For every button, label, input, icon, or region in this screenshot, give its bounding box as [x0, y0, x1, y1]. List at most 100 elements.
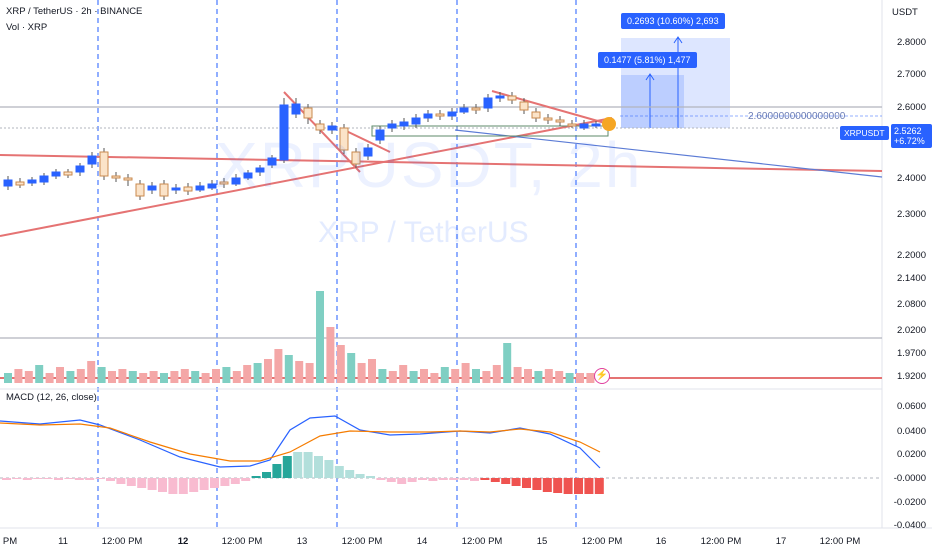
candle-body: [183, 186, 193, 192]
candle-body: [339, 127, 349, 151]
price-tick: 1.9700: [896, 348, 926, 359]
volume-bar: [326, 327, 335, 383]
candle-body: [159, 183, 169, 197]
macd-histogram: [2, 452, 604, 494]
price-tick: 2.8000: [896, 37, 926, 48]
volume-bar: [420, 369, 428, 383]
candle-body: [471, 107, 481, 111]
candle-body: [447, 111, 457, 117]
volume-bar: [544, 369, 553, 383]
volume-bar: [316, 291, 324, 383]
macd-tick: -0.0200: [893, 497, 926, 508]
macd-histogram-bar: [199, 478, 209, 490]
candle-body: [387, 123, 397, 129]
candle-body: [195, 185, 205, 191]
macd-tick: 0.0600: [896, 401, 926, 412]
macd-histogram-bar: [428, 478, 438, 481]
lightning-bolt-icon[interactable]: ⚡: [594, 368, 610, 384]
volume-bar: [586, 373, 595, 383]
macd-histogram-bar: [272, 464, 282, 478]
macd-histogram-bar: [345, 470, 355, 478]
macd-histogram-bar: [64, 478, 74, 479]
volume-bar: [35, 365, 44, 383]
macd-histogram-bar: [22, 478, 32, 480]
target-callout-upper[interactable]: 0.2693 (10.60%) 2,693: [621, 13, 725, 29]
macd-histogram-bar: [438, 478, 448, 480]
volume-bar: [201, 373, 210, 383]
macd-histogram-bar: [397, 478, 407, 484]
time-tick: 15: [536, 536, 548, 547]
candlesticks: [3, 92, 601, 200]
candle-body: [291, 103, 301, 115]
volume-bar: [253, 363, 262, 383]
price-tick: 2.7000: [896, 69, 926, 80]
candle-body: [423, 113, 433, 119]
volume-bar: [128, 371, 137, 383]
candle-body: [27, 179, 37, 184]
macd-histogram-bar: [210, 478, 219, 488]
candle-body: [171, 187, 181, 191]
symbol-legend[interactable]: XRP / TetherUS · 2h · BINANCE: [6, 6, 143, 17]
time-tick: 17: [775, 536, 787, 547]
macd-histogram-bar: [501, 478, 511, 484]
time-tick: 12:00 PM: [341, 536, 383, 547]
time-tick: PM: [2, 536, 18, 547]
macd-histogram-bar: [12, 478, 22, 479]
macd-histogram-bar: [542, 478, 552, 492]
macd-histogram-bar: [241, 478, 251, 481]
macd-tick: 0.0200: [896, 449, 926, 460]
macd-histogram-bar: [314, 456, 323, 478]
macd-histogram-bar: [386, 478, 396, 482]
volume-bar: [576, 373, 584, 383]
volume-bar: [180, 369, 189, 383]
macd-histogram-bar: [33, 478, 43, 479]
macd-histogram-bar: [43, 478, 53, 479]
candle-body: [459, 107, 469, 113]
macd-legend[interactable]: MACD (12, 26, close): [6, 392, 97, 403]
candle-body: [303, 107, 313, 119]
current-price-dot: [602, 117, 616, 131]
price-tick: 2.3000: [896, 209, 926, 220]
price-tick: 2.0200: [896, 325, 926, 336]
time-tick: 12:00 PM: [101, 536, 143, 547]
candle-body: [495, 95, 505, 99]
macd-histogram-bar: [158, 478, 167, 492]
volume-bar: [472, 369, 480, 383]
volume-legend[interactable]: Vol · XRP: [6, 22, 48, 33]
macd-histogram-bar: [251, 476, 261, 478]
candle-body: [219, 181, 229, 185]
candle-body: [231, 177, 241, 185]
candle-body: [591, 123, 601, 127]
candle-body: [123, 177, 133, 181]
volume-bar: [97, 367, 106, 383]
volume-bar: [388, 371, 397, 383]
macd-histogram-bar: [303, 452, 313, 478]
target-callout-lower[interactable]: 0.1477 (5.81%) 1,477: [598, 52, 697, 68]
volume-bar: [347, 353, 356, 383]
volume-bar: [430, 373, 439, 383]
current-price-change: +6.72%: [894, 136, 925, 146]
symbol-badge: XRPUSDT: [840, 126, 889, 140]
volume-bar: [191, 371, 200, 383]
volume-bar: [440, 367, 449, 383]
volume-bar: [305, 363, 314, 383]
volume-bar: [45, 373, 54, 383]
candle-body: [207, 183, 217, 189]
macd-histogram-bar: [334, 466, 344, 478]
macd-histogram-bar: [189, 478, 199, 492]
candle-body: [279, 104, 289, 161]
volume-bar: [212, 369, 220, 383]
candle-body: [375, 129, 385, 141]
volume-bar: [503, 343, 512, 383]
macd-histogram-bar: [262, 472, 271, 478]
macd-histogram-bar: [553, 478, 563, 493]
macd-histogram-bar: [220, 478, 230, 486]
time-tick: 12:00 PM: [221, 536, 263, 547]
macd-histogram-bar: [574, 478, 583, 494]
volume-bar: [4, 373, 12, 383]
time-tick: 16: [655, 536, 667, 547]
currency-label[interactable]: USDT: [892, 7, 918, 18]
volume-bar: [56, 367, 64, 383]
volume-bar: [264, 359, 272, 383]
